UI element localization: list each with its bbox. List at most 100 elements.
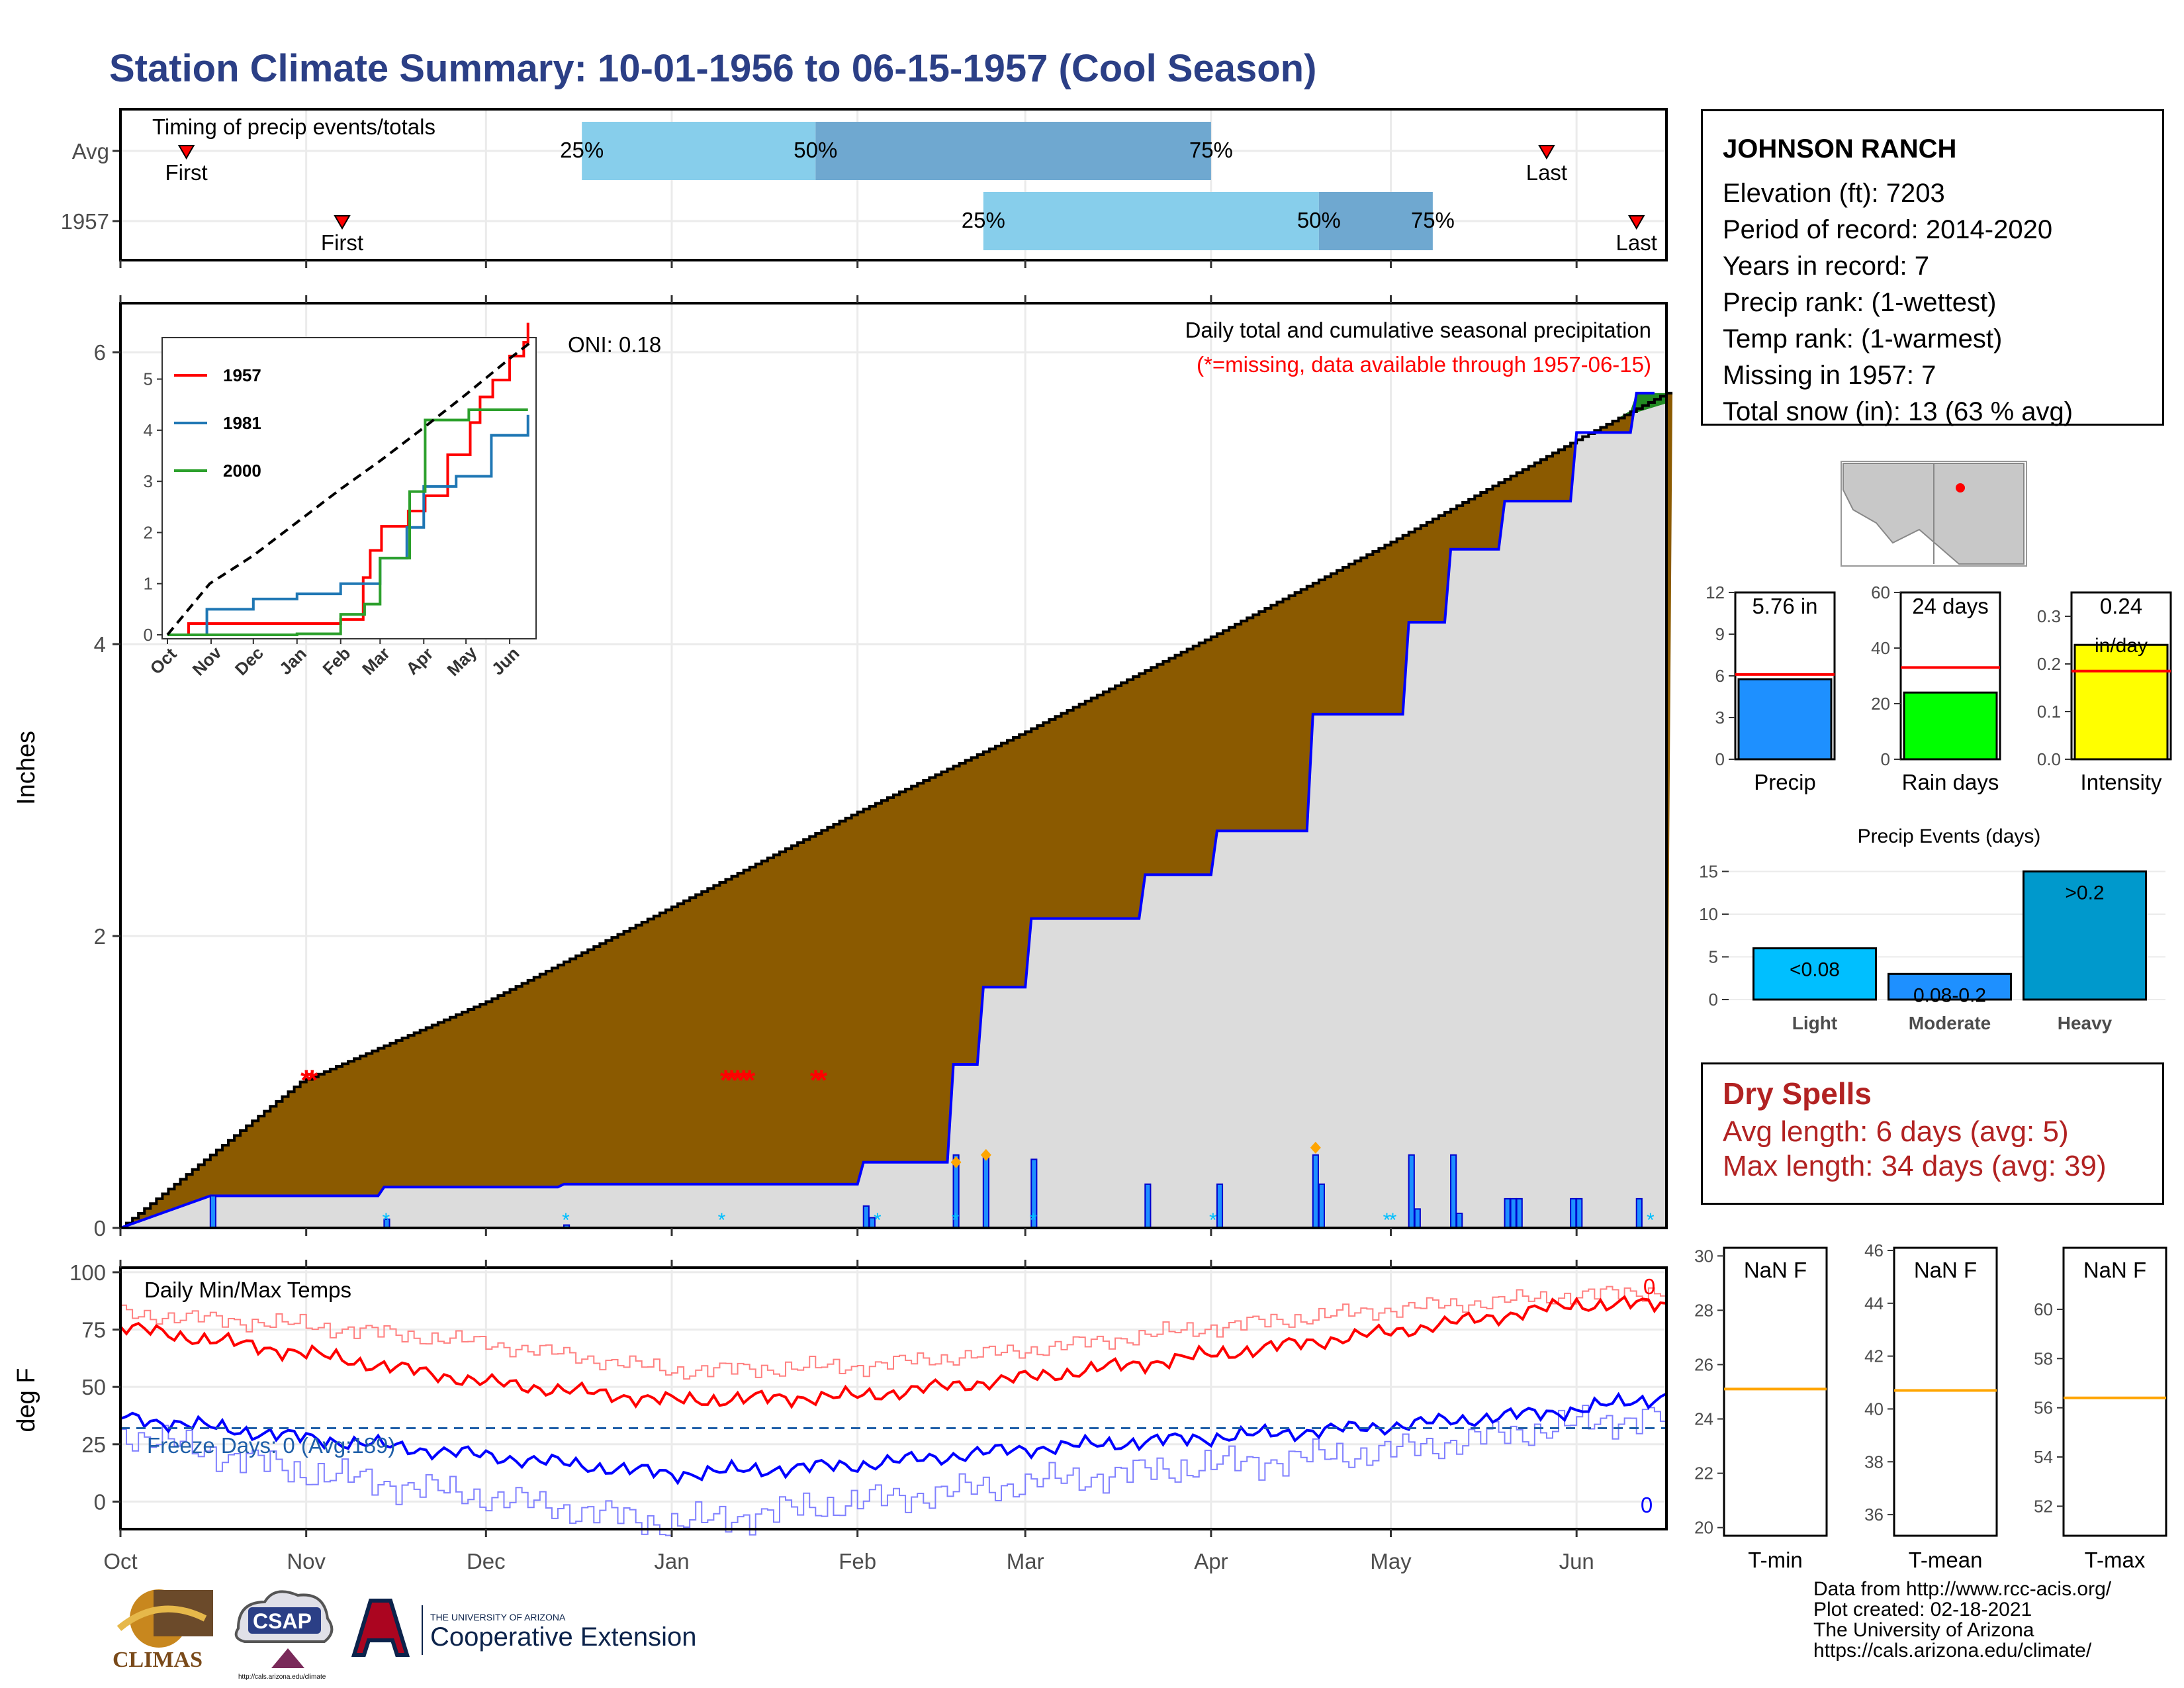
temp-summary-y-tick-label: 46 [1864, 1241, 1884, 1260]
temp-summary-frame [2062, 1246, 2167, 1537]
temp-y-axis-label: deg F [13, 1368, 40, 1432]
last-event-marker [1538, 145, 1555, 160]
temp-summary-name: T-mean [1909, 1548, 1983, 1572]
precip-event-category: Heavy [2058, 1013, 2113, 1033]
season-bar-precip [1737, 678, 1833, 761]
temp-summary-value-label: NaN F [2083, 1258, 2146, 1282]
temp-summary-name: T-max [2085, 1548, 2146, 1572]
temp-summary-y-tick-label: 60 [2034, 1299, 2053, 1319]
station-elevation: Elevation (ft): 7203 [1723, 179, 1945, 208]
daily-precip-bar [1570, 1197, 1577, 1229]
first-event-marker [334, 215, 351, 230]
temp-summary-y-tick-label: 40 [1864, 1399, 1884, 1419]
ua-big-text: Cooperative Extension [430, 1622, 696, 1652]
snow-day-marker: * [1209, 1209, 1217, 1231]
inset-y-tick-label: 3 [144, 471, 153, 491]
season-y-tick-label: 0.3 [2037, 606, 2061, 626]
month-tick-label: Jun [1559, 1549, 1594, 1573]
tmin-record-line [120, 1404, 1666, 1536]
timing-label-75: 75% [1189, 138, 1233, 162]
month-tick-label: Oct [103, 1549, 137, 1573]
credit-url: https://cals.arizona.edu/climate/ [1813, 1640, 2092, 1662]
daily-precip-bar [1216, 1183, 1224, 1229]
page-title: Station Climate Summary: 10-01-1956 to 0… [109, 47, 1317, 90]
precip-event-bar [2023, 870, 2147, 1001]
events-y-tick-label: 15 [1699, 861, 1718, 881]
temp-summary-y-tick-label: 26 [1694, 1354, 1713, 1374]
timing-row-label: Avg [72, 139, 109, 164]
events-y-tick-label: 0 [1709, 990, 1718, 1009]
snow-day-marker: * [1029, 1209, 1037, 1231]
season-bar-rain-days [1903, 691, 1998, 761]
cumulative-1957-line [120, 391, 1655, 1229]
inset-legend-label: 1957 [223, 365, 261, 385]
credit-university: The University of Arizona [1813, 1619, 2034, 1641]
temp-summary-y-tick-label: 42 [1864, 1346, 1884, 1366]
missing-day-marker: * [720, 1064, 732, 1097]
season-bar-intensity [2073, 643, 2169, 761]
last-event-marker [1627, 215, 1645, 230]
credit-plot-created: Plot created: 02-18-2021 [1813, 1599, 2032, 1620]
events-y-tick-label: 10 [1699, 904, 1718, 924]
last-event-label: Last [1616, 230, 1657, 255]
season-y-tick-label: 12 [1706, 583, 1725, 602]
daily-precip-bar [1144, 1183, 1152, 1229]
daily-precip-bar [862, 1205, 870, 1229]
daily-precip-bar [982, 1154, 989, 1229]
daily-precip-bar [1312, 1154, 1319, 1229]
ua-small-text: THE UNIVERSITY OF ARIZONA [430, 1612, 566, 1622]
daily-precip-bar [1414, 1208, 1421, 1229]
first-event-label: First [165, 160, 208, 185]
csap-logo-text: CSAP [253, 1609, 312, 1633]
precip-event-bar-label: >0.2 [2065, 882, 2104, 904]
main-panel-border [119, 302, 1668, 1229]
timing-title: Timing of precip events/totals [152, 115, 435, 139]
station-precip-rank: Precip rank: (1-wettest) [1723, 288, 1997, 317]
climas-logo: CLIMAS [113, 1589, 213, 1672]
station-location-dot [1956, 483, 1965, 492]
tmax-count-label: 0 [1643, 1274, 1655, 1299]
missing-day-marker: * [816, 1064, 828, 1097]
missing-day-marker: * [306, 1064, 318, 1097]
csap-logo: CSAP http://cals.arizona.edu/climate [234, 1590, 334, 1681]
timing-label-50: 50% [794, 138, 837, 162]
season-y-tick-label: 0 [1715, 749, 1725, 769]
station-missing: Missing in 1957: 7 [1723, 361, 1936, 390]
csap-logo-url: http://cals.arizona.edu/climate [238, 1673, 326, 1681]
season-bar-value-label: 5.76 in [1752, 594, 1817, 618]
precip-event-category: Light [1792, 1013, 1837, 1033]
missing-day-marker: * [726, 1064, 738, 1097]
tmax-line [119, 1295, 1667, 1409]
snow-day-marker: * [383, 1209, 390, 1231]
dry-spells-max: Max length: 34 days (avg: 39) [1723, 1150, 2107, 1182]
events-y-tick-label: 5 [1709, 947, 1718, 966]
missing-day-marker: * [732, 1064, 744, 1097]
season-y-tick-label: 0 [1881, 749, 1890, 769]
season-bar-name: Precip [1754, 770, 1816, 794]
station-info-box: JOHNSON RANCH Elevation (ft): 7203 Perio… [1701, 109, 2164, 426]
temp-summary-name: T-min [1748, 1548, 1803, 1572]
month-tick-label: May [1370, 1549, 1412, 1573]
inset-legend-label: 2000 [223, 461, 261, 481]
inset-panel [161, 337, 537, 639]
credit-data-source: Data from http://www.rcc-acis.org/ [1813, 1578, 2112, 1600]
avg-cumulative-line [120, 391, 1673, 1229]
inset-y-tick-label: 5 [144, 369, 153, 389]
timing-bar-25-50 [582, 122, 816, 180]
season-y-tick-label: 6 [1715, 666, 1725, 686]
temp-summary-y-tick-label: 54 [2034, 1447, 2053, 1467]
season-y-tick-label: 0.2 [2037, 654, 2061, 674]
temp-panel-title: Daily Min/Max Temps [144, 1278, 351, 1302]
season-bar-name: Intensity [2081, 770, 2162, 794]
season-y-tick-label: 9 [1715, 624, 1725, 644]
tmax-record-line [120, 1286, 1666, 1380]
daily-precip-bar [1576, 1197, 1583, 1229]
month-tick-label: Nov [287, 1549, 326, 1573]
daily-precip-bar [1456, 1212, 1463, 1229]
season-y-tick-label: 3 [1715, 708, 1725, 727]
daily-precip-bar [1516, 1197, 1523, 1229]
first-event-label: First [321, 230, 363, 255]
temp-summary-value-label: NaN F [1744, 1258, 1807, 1282]
main-y-tick-label: 4 [94, 632, 106, 657]
snow-day-marker: * [718, 1209, 726, 1231]
